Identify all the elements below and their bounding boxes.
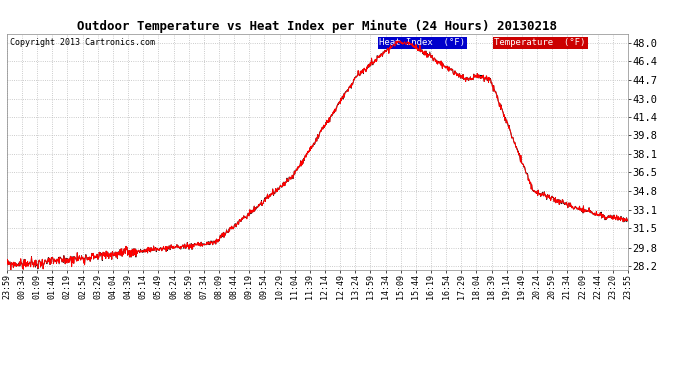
Text: Temperature  (°F): Temperature (°F) [494, 39, 586, 48]
Text: Copyright 2013 Cartronics.com: Copyright 2013 Cartronics.com [10, 39, 155, 48]
Title: Outdoor Temperature vs Heat Index per Minute (24 Hours) 20130218: Outdoor Temperature vs Heat Index per Mi… [77, 20, 558, 33]
Text: Heat Index  (°F): Heat Index (°F) [380, 39, 466, 48]
